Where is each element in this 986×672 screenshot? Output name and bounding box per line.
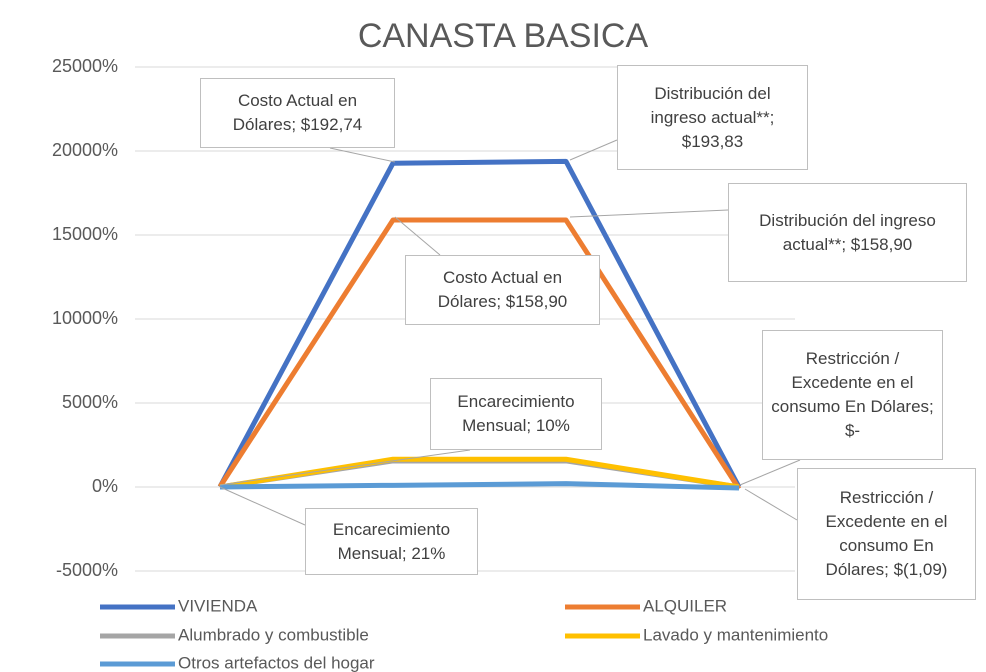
- y-tick-label: -5000%: [56, 560, 118, 580]
- data-label: Encarecimiento Mensual; 21%: [305, 508, 478, 575]
- y-tick-label: 5000%: [62, 392, 118, 412]
- data-label: Distribución del ingreso actual**; $158,…: [728, 183, 967, 282]
- legend-label: ALQUILER: [643, 596, 727, 615]
- data-label: Distribución del ingreso actual**; $193,…: [617, 65, 808, 170]
- leader-line: [744, 488, 798, 521]
- series-line: [217, 217, 742, 491]
- leader-line: [569, 209, 729, 218]
- legend-label: Otros artefactos del hogar: [178, 653, 375, 672]
- leader-line: [219, 449, 471, 486]
- legend-label: Lavado y mantenimiento: [643, 625, 828, 644]
- y-tick-label: 20000%: [52, 140, 118, 160]
- y-tick-label: 10000%: [52, 308, 118, 328]
- data-label: Encarecimiento Mensual; 10%: [430, 378, 602, 450]
- data-label: Costo Actual en Dólares; $192,74: [200, 78, 395, 148]
- data-label: Restricción / Excedente en el consumo En…: [797, 468, 976, 600]
- leader-line: [739, 459, 801, 486]
- chart-title: CANASTA BASICA: [358, 17, 649, 55]
- series-line: [219, 481, 740, 491]
- leader-line: [394, 216, 441, 256]
- leader-line: [569, 139, 618, 161]
- y-tick-label: 0%: [92, 476, 118, 496]
- leader-line: [219, 486, 306, 526]
- series-line: [217, 158, 742, 489]
- leader-line: [329, 147, 396, 163]
- y-tick-label: 25000%: [52, 56, 118, 76]
- legend-label: Alumbrado y combustible: [178, 625, 369, 644]
- data-label: Restricción / Excedente en el consumo En…: [762, 330, 943, 460]
- legend-label: VIVIENDA: [178, 596, 258, 615]
- data-label: Costo Actual en Dólares; $158,90: [405, 255, 600, 325]
- y-tick-label: 15000%: [52, 224, 118, 244]
